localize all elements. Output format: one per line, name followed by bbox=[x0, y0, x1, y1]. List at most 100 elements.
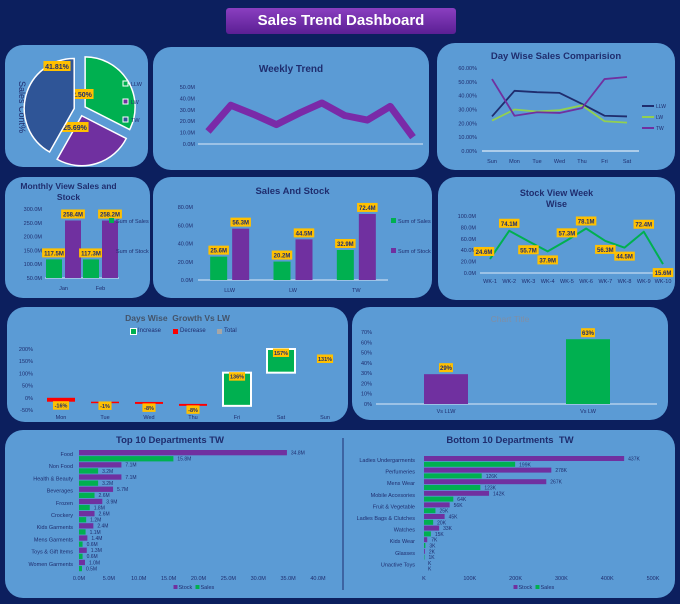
bar-stock bbox=[424, 490, 490, 496]
y-tick-label: 150.0M bbox=[24, 248, 43, 254]
category-label: Non Food bbox=[49, 464, 73, 470]
legend-swatch bbox=[130, 327, 137, 335]
pie-chart: Sales Cont% 32.50% LLW 25.69% LW 41.81% TW bbox=[17, 56, 143, 167]
category-label: Mens Garments bbox=[34, 537, 73, 543]
bar-sum-of-stock bbox=[358, 213, 376, 280]
y-tick-label: 10.0M bbox=[180, 131, 196, 137]
y-tick-label: -50% bbox=[20, 408, 33, 414]
y-tick-label: 20.0M bbox=[180, 119, 196, 125]
category-label: Kids Garments bbox=[37, 525, 74, 531]
x-tick-label: 300K bbox=[555, 576, 568, 582]
bar-data-label-bg bbox=[293, 228, 315, 238]
point-data-label: 78.1M bbox=[578, 219, 595, 225]
bar-stock bbox=[424, 456, 625, 461]
point-data-label: 55.7M bbox=[520, 248, 537, 254]
category-label: Frozen bbox=[56, 501, 73, 507]
category-label: Perfumeries bbox=[385, 470, 415, 476]
x-tick-label: Thu bbox=[577, 159, 586, 165]
bar-sales bbox=[424, 531, 431, 537]
bar-data-label: 117.3M bbox=[81, 251, 101, 257]
y-tick-label: 30.00% bbox=[458, 108, 477, 114]
decrease-bar bbox=[135, 401, 163, 404]
bar-stock bbox=[79, 498, 103, 505]
bar-data-label: 5.7M bbox=[117, 487, 128, 493]
bar-sum-of-stock bbox=[232, 228, 250, 280]
x-tick-label: 5.0M bbox=[103, 576, 116, 582]
bar-sales bbox=[79, 456, 174, 462]
dashboard-title: Sales Trend Dashboard bbox=[226, 8, 456, 34]
bar-data-label: 126K bbox=[486, 474, 498, 480]
legend-label: LW bbox=[656, 115, 663, 121]
point-data-label: 57.3M bbox=[559, 231, 576, 237]
bar-data-label: 157% bbox=[274, 351, 288, 357]
bar-data-label: 44.5M bbox=[296, 231, 313, 237]
bar-sales bbox=[79, 565, 82, 572]
departments-chart: Food 34.8M 15.8M Non Food 7.1M 3.2M Health & B… bbox=[28, 438, 660, 591]
y-tick-label: 300.0M bbox=[24, 207, 43, 213]
y-tick-label: 100.0M bbox=[458, 214, 477, 220]
bar-data-label: 1.8M bbox=[94, 505, 105, 511]
series-line-lw bbox=[491, 104, 628, 124]
bar-data-label-bg bbox=[581, 328, 595, 338]
x-tick-label: Sat bbox=[623, 159, 632, 165]
legend-item-decrease: Decrease bbox=[173, 328, 206, 334]
bar-stock bbox=[79, 523, 94, 529]
x-tick-label: 35.0M bbox=[280, 576, 296, 582]
category-label: Mobile Accesories bbox=[371, 493, 416, 499]
y-tick-label: 60.0M bbox=[178, 223, 194, 229]
y-tick-label: 80.0M bbox=[461, 225, 477, 231]
legend-swatch bbox=[109, 218, 114, 223]
point-data-label: 72.4M bbox=[635, 223, 652, 229]
bar-data-label: 0.6M bbox=[87, 542, 98, 548]
x-tick-label: WK-5 bbox=[560, 279, 574, 285]
y-tick-label: 0% bbox=[364, 402, 372, 408]
bar-data-label: 3.2M bbox=[102, 481, 113, 487]
bar-stock bbox=[79, 511, 95, 517]
bar-data-label: 34.8M bbox=[291, 451, 305, 457]
category-label: Toys & Gift Items bbox=[31, 550, 73, 556]
bar-data-label-bg bbox=[439, 363, 453, 373]
weekly-trend-panel: 0.0M 10.0M 20.0M 30.0M 40.0M 50.0M Weekly Tre… bbox=[153, 47, 429, 170]
category-label: Watches bbox=[394, 528, 415, 534]
y-tick-label: 0.0M bbox=[464, 271, 477, 277]
bottom10-title: Bottom 10 Departments TW bbox=[446, 435, 574, 446]
bar-stock bbox=[424, 467, 552, 473]
x-tick-label: LLW bbox=[224, 288, 236, 294]
bar-data-label: 1.4M bbox=[91, 536, 102, 542]
chart-title: Days Wise Growth Vs LW bbox=[125, 313, 230, 323]
category-label: Beverages bbox=[47, 489, 74, 495]
bar-sales bbox=[424, 519, 434, 525]
point-data-label-bg bbox=[518, 245, 539, 255]
y-tick-label: 100% bbox=[19, 371, 33, 377]
bar-data-label: 7K bbox=[431, 538, 438, 544]
bar-data-label-bg bbox=[79, 248, 103, 258]
bar-data-label: 0.6M bbox=[87, 554, 98, 560]
point-data-label-bg bbox=[556, 228, 578, 238]
bar-sales bbox=[424, 461, 516, 467]
y-tick-label: 100.0M bbox=[24, 262, 43, 268]
x-tick-label: Jan bbox=[59, 286, 68, 292]
growth-chart: -50% 0% 50% 100% 150% 200% -16% Mon -1% Tue -8% Wed… bbox=[19, 347, 334, 421]
stock-week-chart: 0.0M 20.0M 40.0M 60.0M 80.0M 100.0M 24.6M 74.1M… bbox=[458, 214, 674, 285]
pie-data-label-bg bbox=[61, 122, 89, 132]
y-tick-label: 20.0M bbox=[461, 260, 477, 266]
y-tick-label: 0.00% bbox=[461, 149, 477, 155]
x-tick-label: WK-2 bbox=[502, 279, 516, 285]
sales-contribution-pie-panel: Sales Cont% 32.50% LLW 25.69% LW 41.81% TW bbox=[5, 45, 148, 167]
bar-sales bbox=[79, 541, 83, 547]
decrease-bar bbox=[179, 403, 207, 406]
legend-swatch bbox=[513, 585, 518, 589]
point-data-label-bg bbox=[473, 246, 495, 256]
y-tick-label: 50% bbox=[361, 351, 372, 357]
legend-swatch bbox=[122, 116, 129, 123]
bar-data-label-bg bbox=[186, 405, 200, 414]
point-data-label-bg bbox=[652, 268, 674, 278]
legend-label: Increase bbox=[138, 328, 162, 334]
y-tick-label: 70% bbox=[361, 330, 372, 336]
x-tick-label: Fri bbox=[601, 159, 607, 165]
series-line-llw bbox=[491, 89, 628, 118]
vs-chart-panel: 0% 10% 20% 30% 40% 50% 60% 70% 29% Vs LLW 63% Vs LW… bbox=[352, 307, 668, 420]
bar-stock bbox=[79, 450, 287, 456]
bar-data-label-bg bbox=[357, 202, 378, 212]
pie-slice-lw bbox=[56, 114, 128, 167]
